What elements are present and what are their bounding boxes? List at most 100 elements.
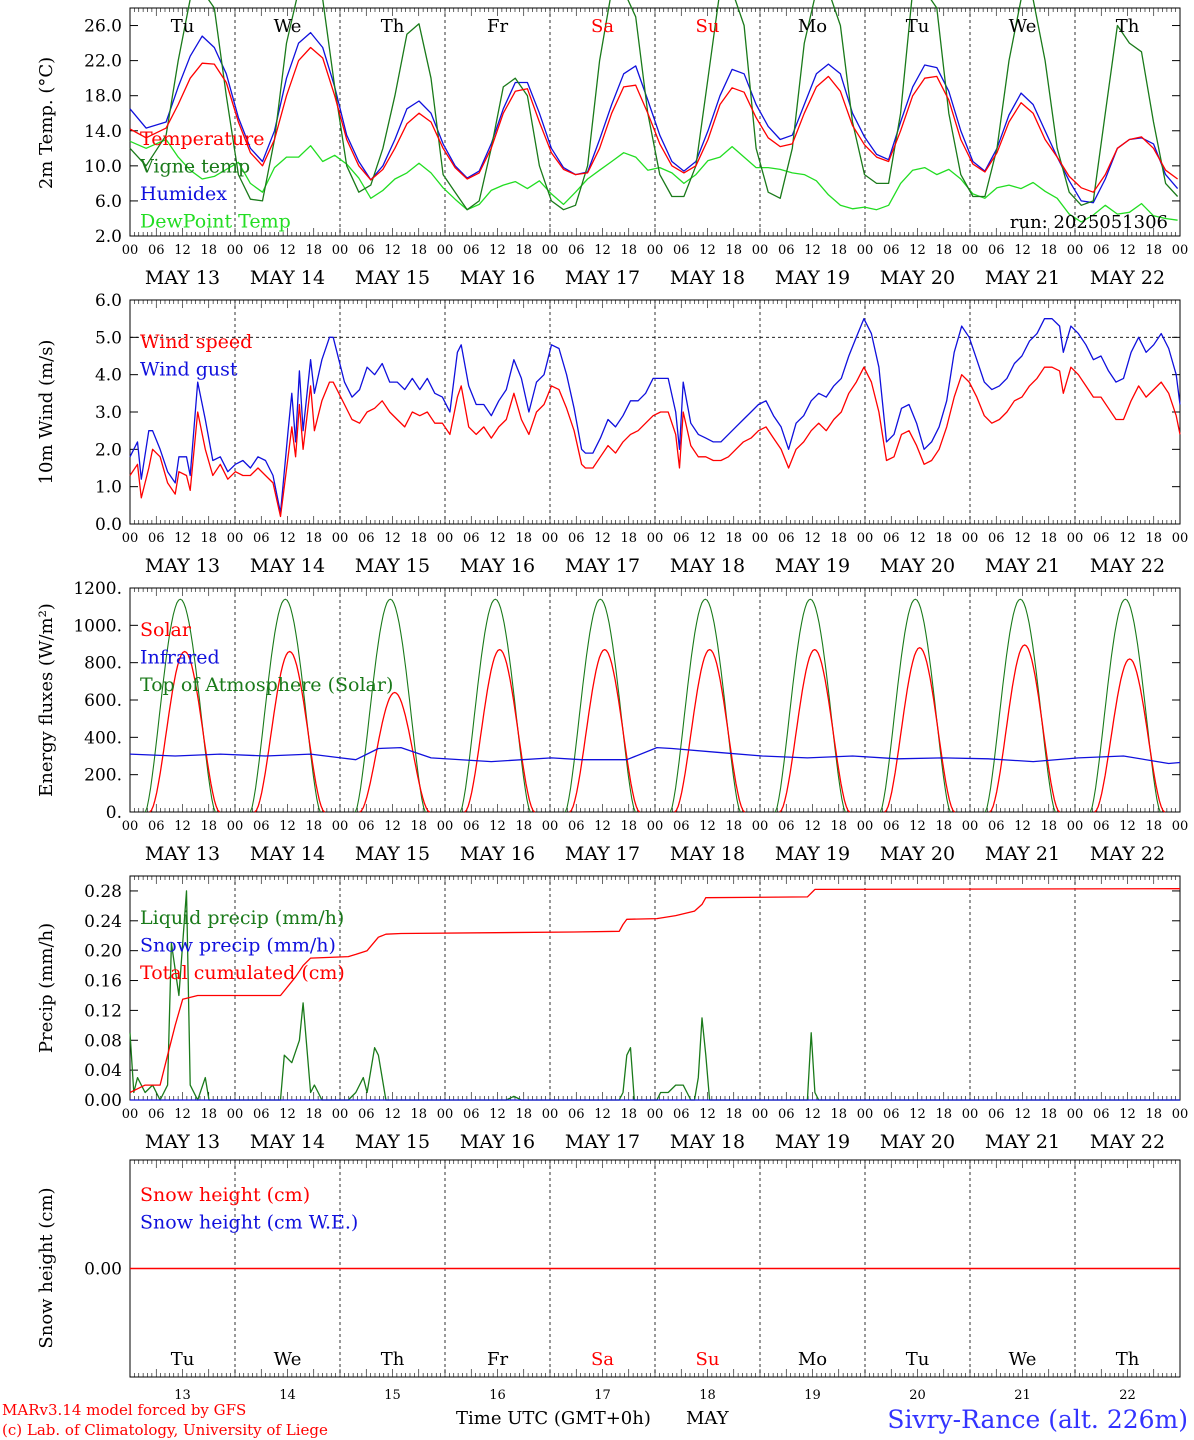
weekday-label: Th xyxy=(1116,16,1140,37)
hour-label: 12 xyxy=(279,531,296,546)
solar-curve xyxy=(359,691,431,813)
hour-label: 00 xyxy=(647,531,664,546)
hour-label: 18 xyxy=(620,1107,637,1122)
solar-curve xyxy=(569,648,641,813)
hour-label: 00 xyxy=(647,243,664,258)
hour-label: 12 xyxy=(384,243,401,258)
hour-label: 00 xyxy=(857,243,874,258)
y-tick-label: 800. xyxy=(84,654,122,674)
hour-label: 06 xyxy=(568,1107,585,1122)
hour-label: 12 xyxy=(594,531,611,546)
hour-label: 18 xyxy=(200,243,217,258)
hour-label: 06 xyxy=(673,243,690,258)
hour-label: 12 xyxy=(804,243,821,258)
hour-label: 18 xyxy=(410,1107,427,1122)
solar-curve xyxy=(989,644,1061,813)
run-label: run: 2025051306 xyxy=(1010,212,1168,233)
date-label: MAY 21 xyxy=(985,555,1060,577)
hour-label: 18 xyxy=(1040,243,1057,258)
hour-label: 18 xyxy=(830,1107,847,1122)
legend-entry: Wind speed xyxy=(140,331,252,353)
hour-label: 12 xyxy=(279,1107,296,1122)
y-tick-label: 1.0 xyxy=(95,478,122,498)
hour-label: 12 xyxy=(909,819,926,834)
y-tick-label: 0. xyxy=(106,803,122,823)
legend-entry: Snow height (cm) xyxy=(140,1184,310,1206)
legend-entry: Top of Atmosphere (Solar) xyxy=(140,674,393,696)
solar-curve xyxy=(779,648,851,813)
hour-label: 00 xyxy=(1067,1107,1084,1122)
hour-label: 12 xyxy=(384,531,401,546)
hour-label: 00 xyxy=(752,531,769,546)
hour-label: 06 xyxy=(253,243,270,258)
y-tick-label: 6.0 xyxy=(95,192,122,212)
hour-label: 18 xyxy=(305,1107,322,1122)
hour-label: 00 xyxy=(962,1107,979,1122)
date-label: MAY 22 xyxy=(1090,555,1165,577)
y-tick-label: 14.0 xyxy=(84,122,122,142)
panel-4: 0.00 0.04 0.08 0.12 0.16 0.20 0.24 0.28 Precip (… xyxy=(36,875,1188,1153)
date-label: MAY 15 xyxy=(355,267,430,289)
hour-label: 00 xyxy=(227,1107,244,1122)
date-label: MAY 16 xyxy=(460,843,535,865)
panel-5: 0.00 Snow height (cm) Tu 13 We 14 Th 15 Fr 16 Sa 17… xyxy=(36,1159,1181,1403)
date-label: MAY 16 xyxy=(460,555,535,577)
hour-label: 00 xyxy=(437,243,454,258)
solar-curve xyxy=(884,647,956,813)
hour-label: 00 xyxy=(752,243,769,258)
date-label: MAY 14 xyxy=(250,267,325,289)
y-tick-label: 200. xyxy=(84,766,122,786)
date-label: MAY 14 xyxy=(250,1131,325,1153)
hour-label: 06 xyxy=(778,531,795,546)
hour-label: 00 xyxy=(962,819,979,834)
day-number-label: 18 xyxy=(699,1388,716,1403)
day-number-label: 15 xyxy=(384,1388,401,1403)
hour-label: 12 xyxy=(1014,819,1031,834)
weekday-label: Sa xyxy=(591,16,614,37)
weekday-label: Su xyxy=(696,1349,720,1370)
hour-label: 06 xyxy=(463,1107,480,1122)
day-number-label: 17 xyxy=(594,1388,611,1403)
hour-label: 06 xyxy=(673,1107,690,1122)
date-label: MAY 14 xyxy=(250,555,325,577)
time-axis-title: Time UTC (GMT+0h) xyxy=(456,1408,651,1429)
panel-3: 0. 200. 400. 600. 800. 1000. 1200. Energy fluxe… xyxy=(36,579,1188,865)
hour-label: 00 xyxy=(542,243,559,258)
hour-label: 12 xyxy=(804,531,821,546)
hour-label: 06 xyxy=(988,1107,1005,1122)
date-label: MAY 20 xyxy=(880,555,955,577)
hour-label: 18 xyxy=(515,243,532,258)
weekday-label: Mo xyxy=(798,1349,827,1370)
hour-label: 12 xyxy=(909,531,926,546)
hour-label: 00 xyxy=(122,1107,139,1122)
hour-label: 00 xyxy=(752,1107,769,1122)
y-tick-label: 400. xyxy=(84,728,122,748)
hour-label: 00 xyxy=(857,1107,874,1122)
hour-label: 00 xyxy=(437,819,454,834)
hour-label: 06 xyxy=(988,243,1005,258)
month-label: MAY xyxy=(686,1408,730,1429)
hour-label: 06 xyxy=(148,243,165,258)
y-tick-label: 1200. xyxy=(73,579,122,599)
hour-label: 06 xyxy=(463,243,480,258)
y-tick-label: 0.0 xyxy=(95,515,122,535)
y-tick-label: 26.0 xyxy=(84,17,122,37)
date-label: MAY 22 xyxy=(1090,267,1165,289)
hour-label: 06 xyxy=(568,243,585,258)
panel-2: 0.0 1.0 2.0 3.0 4.0 5.0 6.0 10m Wind (m/s) 00 06 1… xyxy=(36,291,1188,577)
weekday-label: Th xyxy=(1116,1349,1140,1370)
y-tick-label: 22.0 xyxy=(84,52,122,72)
hour-label: 06 xyxy=(253,1107,270,1122)
hour-label: 00 xyxy=(857,531,874,546)
weekday-label: We xyxy=(1009,16,1037,37)
weekday-label: Mo xyxy=(798,16,827,37)
toa-curve xyxy=(879,598,951,813)
hour-label: 18 xyxy=(935,1107,952,1122)
y-tick-label: 10.0 xyxy=(84,157,122,177)
hour-label: 06 xyxy=(148,1107,165,1122)
hour-label: 12 xyxy=(594,819,611,834)
solar-curve xyxy=(464,648,536,813)
hour-label: 18 xyxy=(725,819,742,834)
hour-label: 00 xyxy=(857,819,874,834)
